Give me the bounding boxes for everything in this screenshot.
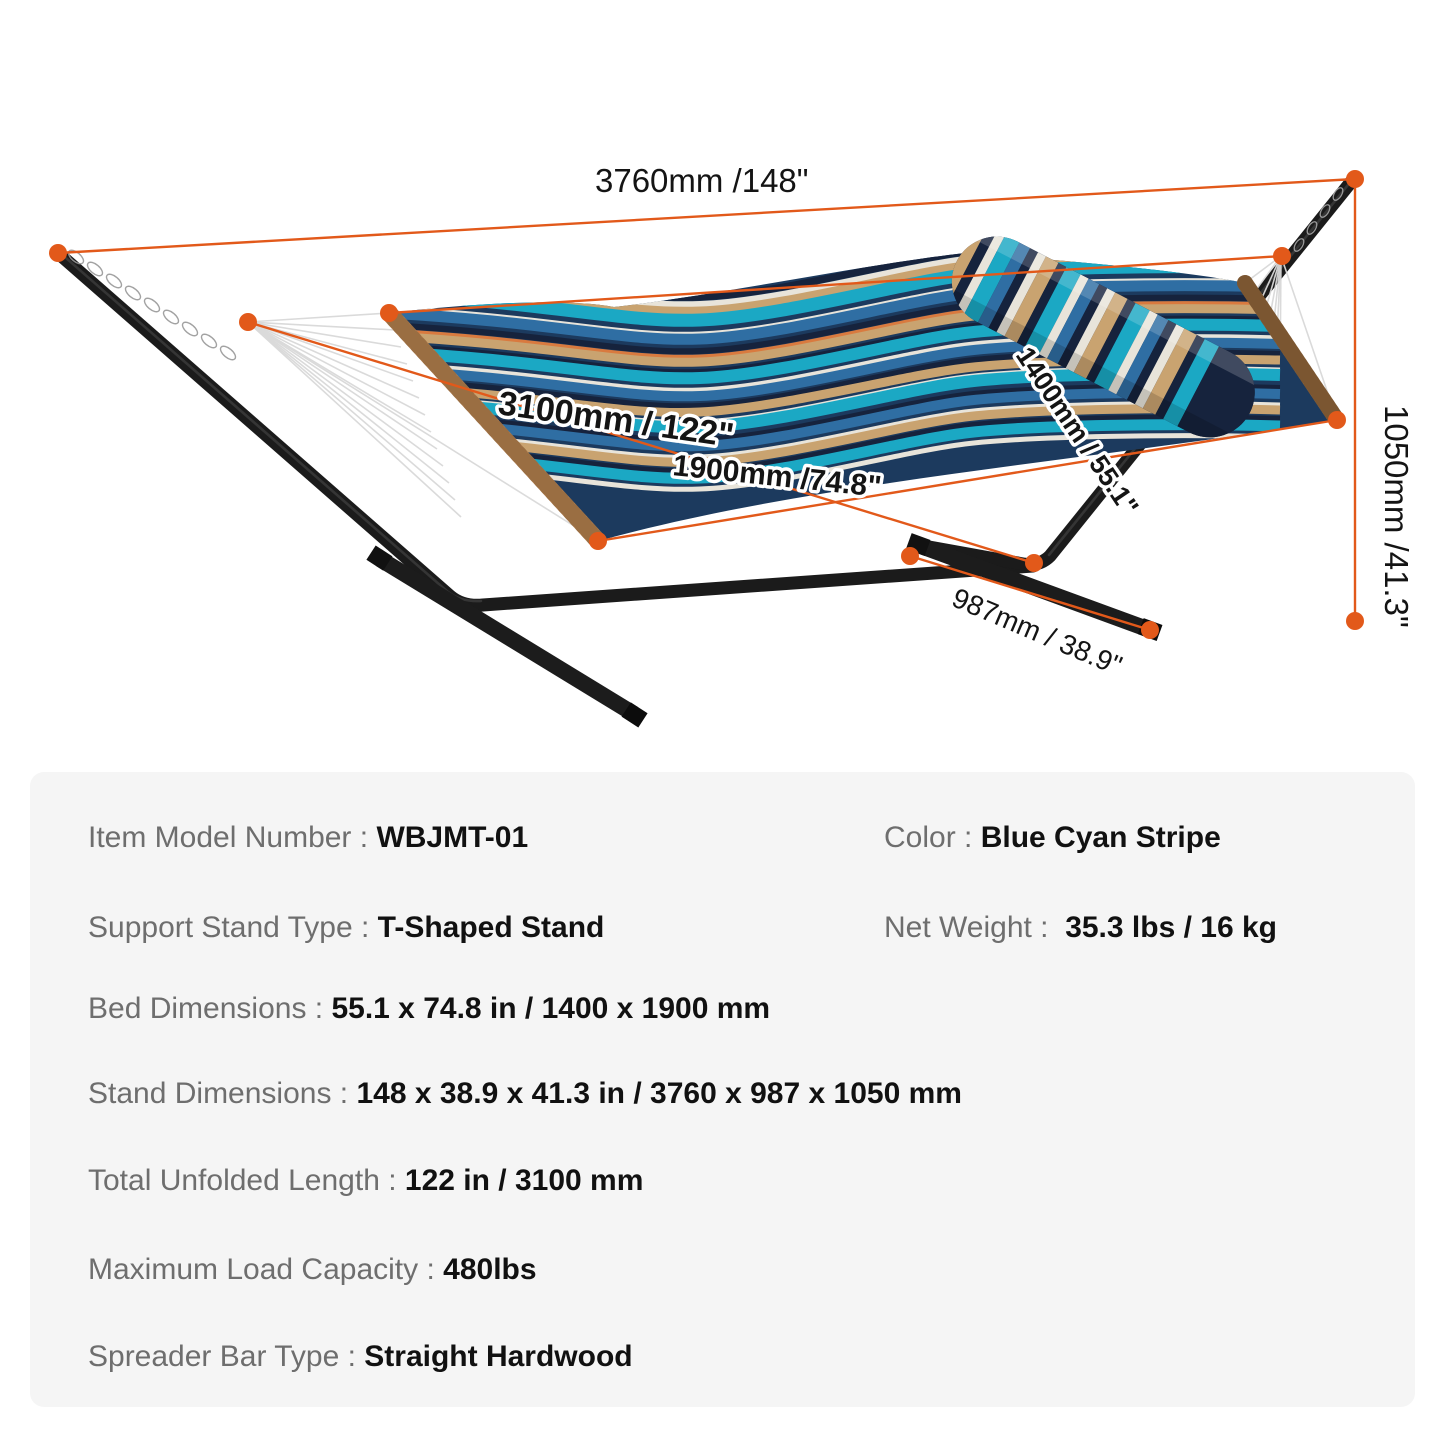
svg-text:1050mm /41.3": 1050mm /41.3" (1378, 405, 1415, 628)
svg-text:3760mm /148": 3760mm /148" (595, 162, 809, 199)
